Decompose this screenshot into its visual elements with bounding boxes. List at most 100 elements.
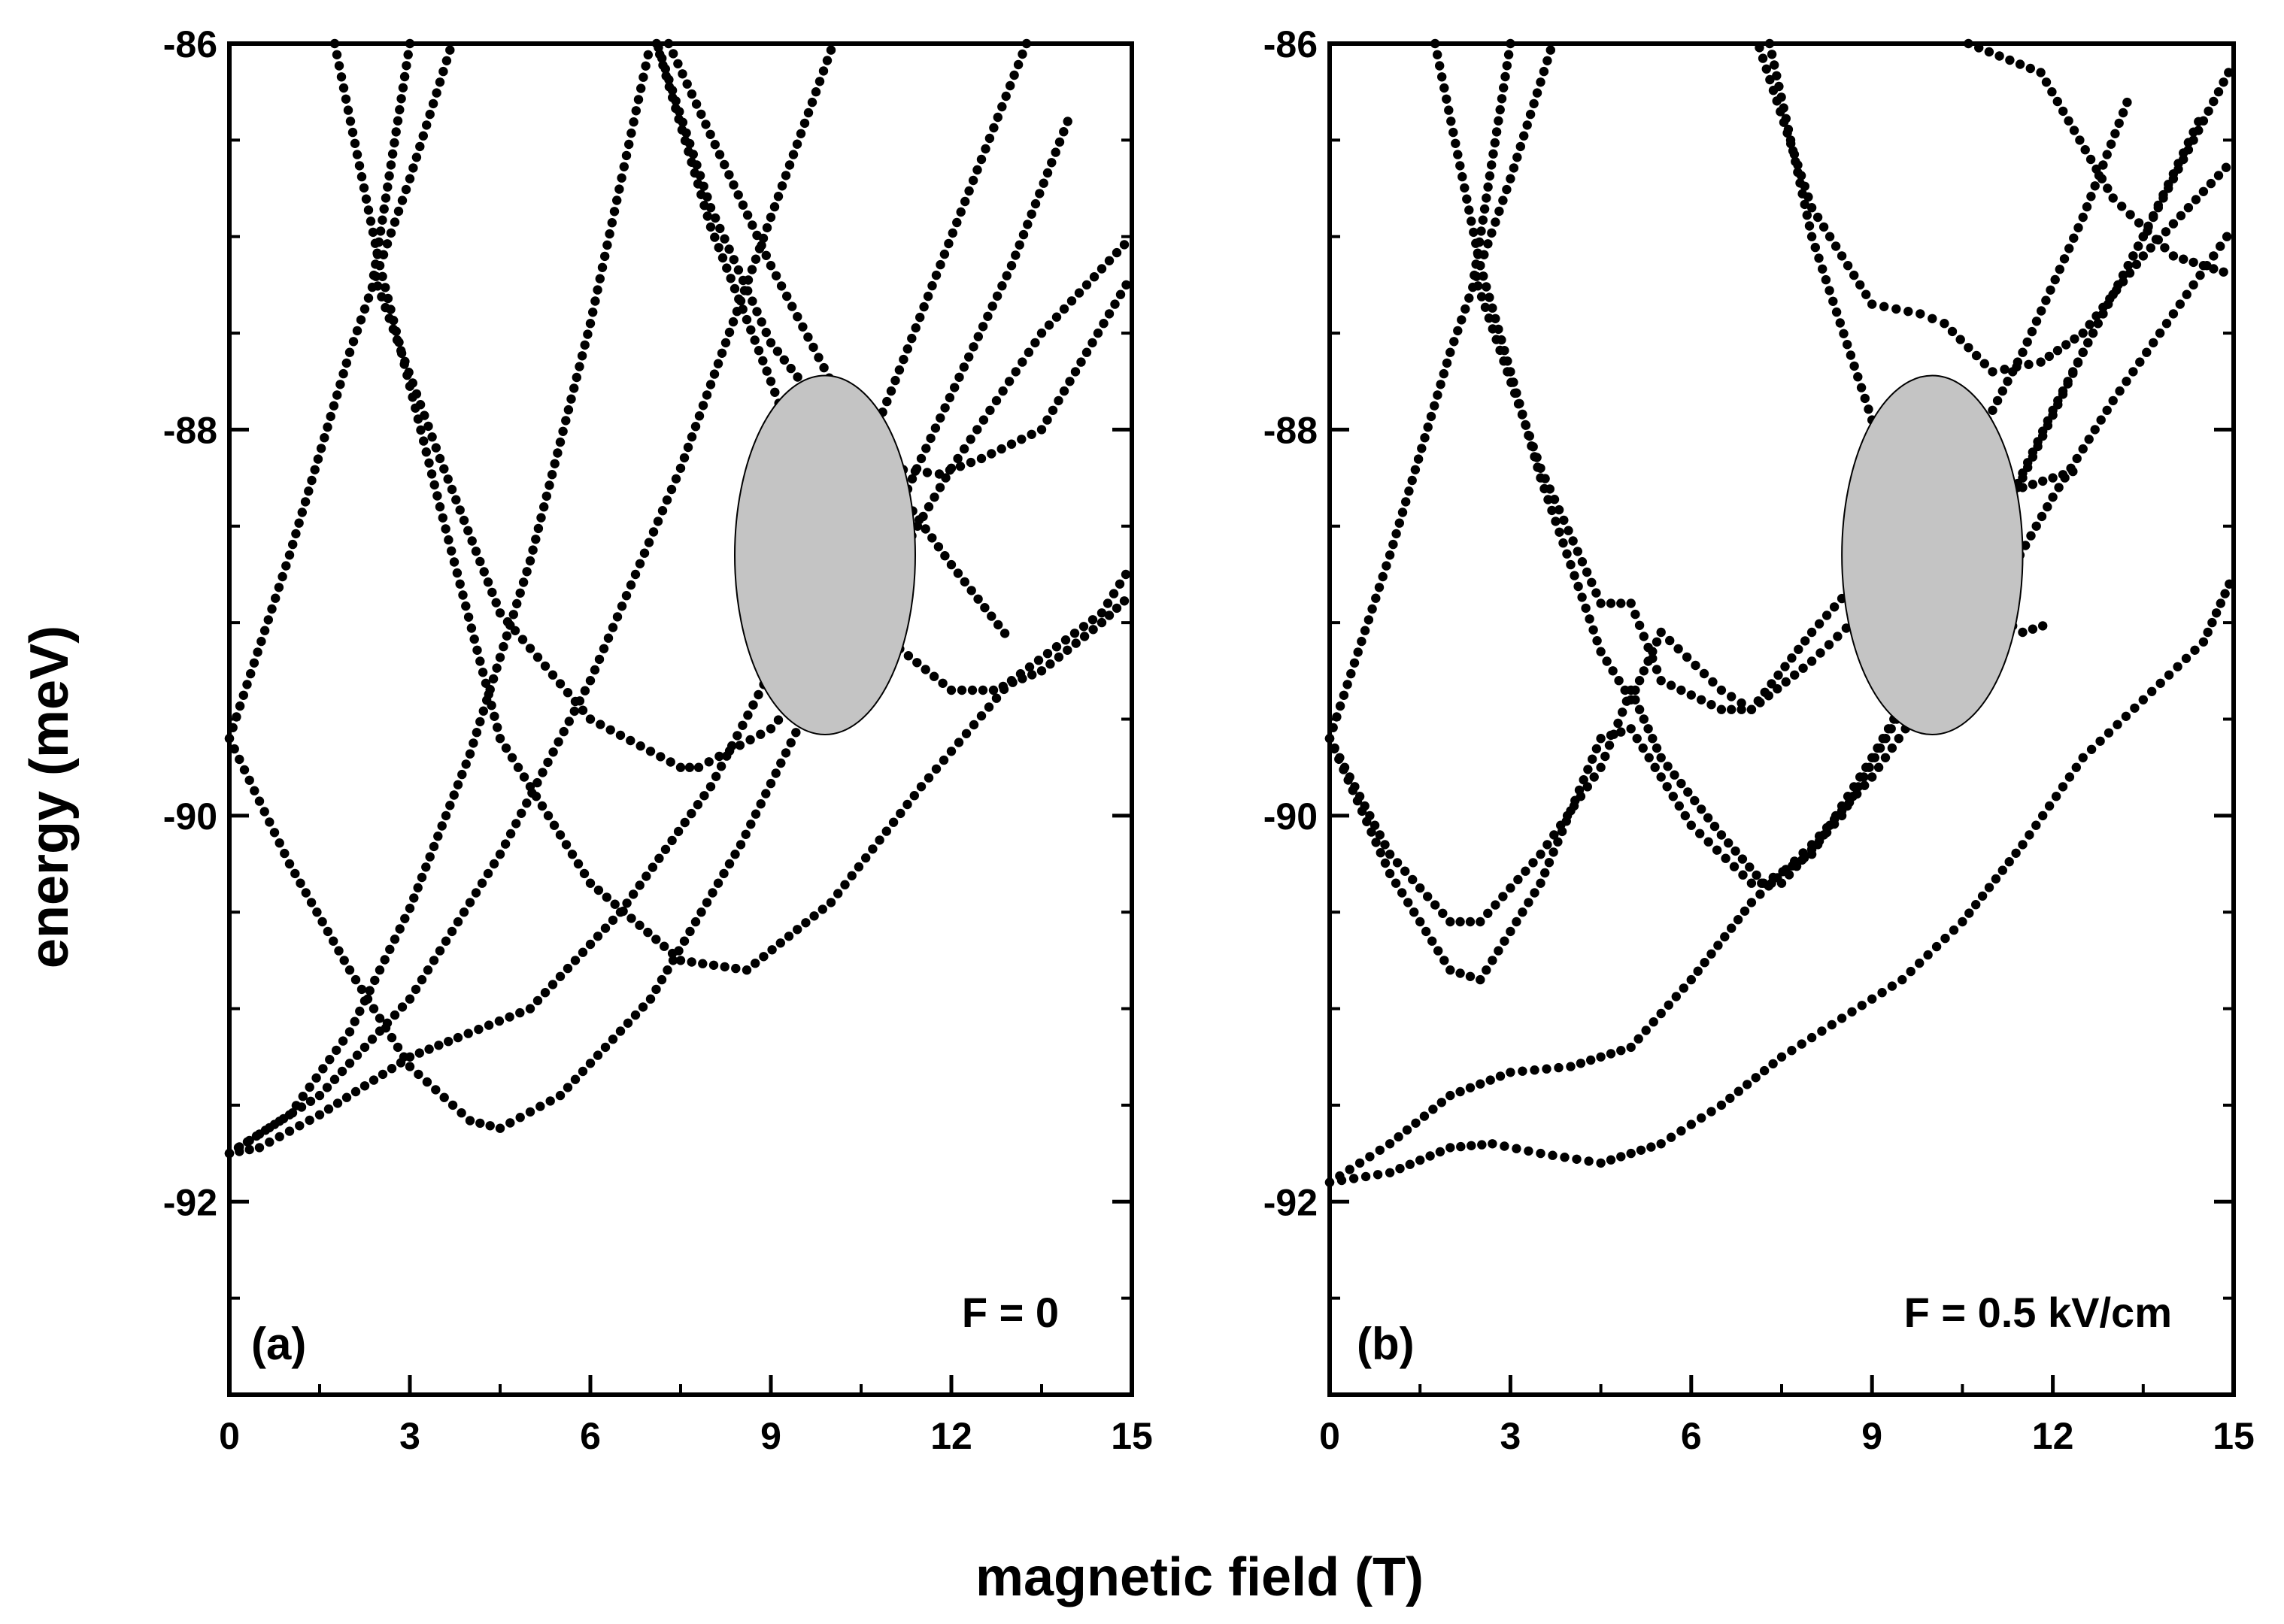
panel-a-series-9-point: [678, 117, 688, 127]
panel-a-series-6-point: [424, 458, 434, 468]
panel-b-series-7-point: [1471, 259, 1481, 269]
panel-a-series-1-point: [522, 798, 532, 808]
panel-a-series-5-point: [405, 174, 415, 183]
panel-b-series-8-point: [2176, 211, 2186, 221]
panel-a-series-2-point: [492, 663, 502, 673]
panel-a-series-3-point: [463, 1029, 473, 1038]
panel-b-series-2-point: [2168, 309, 2179, 319]
panel-b-series-6-point: [1639, 666, 1649, 676]
panel-b-series-2-point: [1586, 1055, 1596, 1065]
panel-a-series-7-point: [578, 705, 588, 715]
panel-a-series-2-point: [605, 229, 614, 239]
panel-a-series-4-point: [1054, 137, 1065, 147]
panel-b-series-4-point: [1837, 810, 1847, 821]
panel-a-series-6-point: [635, 920, 645, 930]
panel-a-series-7-point: [585, 714, 596, 724]
panel-b-series-1-point: [2086, 744, 2097, 754]
panel-a-series-7-point: [1119, 240, 1130, 250]
panel-b-series-7-point: [1591, 588, 1601, 598]
panel-a-series-4-point: [465, 1116, 475, 1126]
panel-a-series-5-point: [238, 690, 248, 700]
panel-a-series-2-point: [465, 749, 475, 759]
panel-a-series-4-point: [690, 917, 701, 927]
panel-a-series-6-point: [463, 612, 474, 622]
panel-b-series-2-point: [1485, 1075, 1495, 1085]
panel-a-series-1-point: [594, 654, 605, 665]
panel-a-series-7-point: [427, 432, 437, 442]
panel-a-series-2-point: [643, 50, 653, 60]
panel-b-series-3-point: [1639, 714, 1649, 724]
panel-a-series-8-point: [1097, 617, 1107, 628]
x-axis-title: magnetic field (T): [975, 1547, 1424, 1607]
panel-a-series-5-point: [332, 390, 342, 400]
panel-a-series-2-point: [265, 1123, 275, 1133]
panel-a-series-2-point: [409, 893, 419, 903]
panel-a-series-3-point: [716, 762, 726, 771]
panel-a-series-6-point: [567, 850, 578, 859]
panel-b-series-7-point: [1616, 598, 1626, 608]
panel-a-series-6-point: [426, 469, 437, 479]
panel-a-series-3-point: [976, 154, 987, 165]
panel-a-series-3-point: [254, 1143, 265, 1153]
panel-a-series-8-point: [726, 274, 736, 283]
panel-b-series-2-point: [1720, 932, 1730, 942]
panel-b-series-9-point: [1783, 124, 1794, 135]
panel-b-series-8-point: [1979, 359, 1989, 368]
panel-b-series-1-point: [1676, 1126, 1686, 1136]
panel-b-series-7-point: [1502, 61, 1512, 71]
panel-b-series-6-point: [1699, 668, 1709, 679]
panel-a-series-7-point: [645, 747, 656, 756]
panel-a-series-5-point: [313, 454, 323, 464]
panel-a-series-9-point: [934, 469, 945, 479]
panel-b-series-4-point: [1875, 743, 1885, 753]
panel-b-series-7-point: [1532, 453, 1542, 462]
panel-b-series-8-point: [2213, 171, 2224, 180]
panel-a-series-1-point: [612, 612, 623, 622]
panel-b-series-3-point: [1445, 917, 1455, 927]
panel-b-series-7-point: [1568, 536, 1578, 546]
panel-a-series-6-point: [916, 782, 927, 792]
panel-a-series-8-point: [1054, 652, 1064, 662]
panel-b-series-8-point: [2221, 162, 2231, 172]
panel-a-series-4-point: [645, 994, 656, 1004]
panel-b-series-7-point: [1488, 324, 1498, 334]
panel-a-series-5-point: [390, 217, 400, 227]
panel-a-series-3-point: [622, 898, 632, 908]
panel-a-series-4-point: [746, 820, 756, 829]
panel-b-series-8-point: [2085, 320, 2094, 329]
panel-b-series-2-point: [2188, 280, 2198, 290]
panel-b-series-5-point: [1460, 304, 1470, 314]
panel-a-series-3-point: [936, 259, 945, 270]
panel-a-series-10-point: [776, 281, 787, 291]
panel-b-series-2-point: [1428, 1104, 1438, 1114]
panel-a-series-7-point: [532, 652, 543, 662]
panel-a-series-7-point: [656, 752, 666, 762]
panel-a-series-6-point: [368, 227, 378, 238]
panel-a-series-7-point: [766, 724, 776, 734]
panel-a-series-7-point: [384, 171, 394, 181]
panel-a-series-7-point: [596, 720, 605, 729]
panel-b-x-tick-label: 15: [2213, 1415, 2255, 1457]
panel-a-series-2-point: [607, 218, 617, 228]
panel-a-series-5-point: [425, 109, 435, 120]
panel-b-series-1-point: [1606, 1155, 1616, 1165]
panel-a-series-1-point: [352, 1050, 362, 1060]
panel-a-series-7-point: [773, 715, 784, 725]
panel-b-series-7-point: [1997, 386, 2007, 396]
panel-b-series-2-point: [1542, 1064, 1551, 1074]
panel-b-series-3-point: [1716, 830, 1727, 840]
panel-a-series-4-point: [1039, 178, 1048, 188]
panel-b-series-4-point: [1518, 907, 1527, 917]
panel-a-series-7-point: [517, 635, 528, 644]
panel-b-series-4-point: [1799, 853, 1809, 863]
panel-a-series-4-point: [1042, 168, 1053, 178]
panel-a-series-3-point: [578, 947, 588, 957]
panel-a-series-8-point: [929, 671, 939, 681]
panel-b-series-5-point: [1498, 195, 1508, 205]
panel-a-series-7-point: [447, 484, 457, 495]
panel-b-series-8-point: [1903, 307, 1913, 317]
panel-a-x-tick-label: 0: [219, 1415, 240, 1457]
panel-a-series-1-point: [511, 819, 521, 829]
panel-a-series-6-point: [861, 853, 871, 863]
panel-b-series-7-point: [2122, 97, 2132, 108]
